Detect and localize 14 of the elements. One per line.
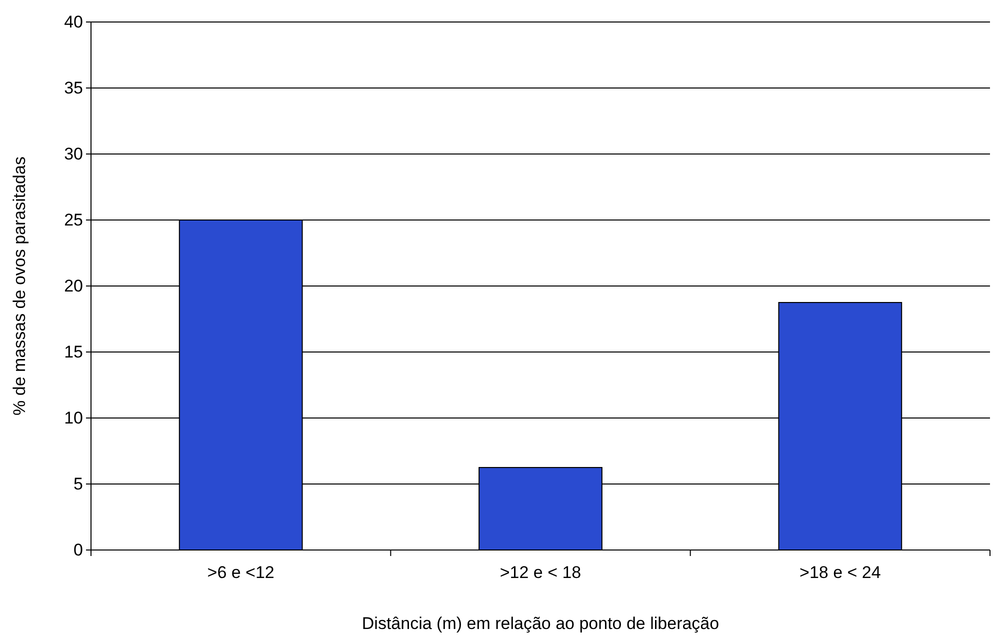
y-tick-label: 5 — [74, 474, 83, 494]
x-tick-label: >6 e <12 — [207, 563, 274, 582]
x-tick-label: >12 e < 18 — [500, 563, 582, 582]
y-tick-label: 10 — [64, 408, 83, 428]
x-tick-label: >18 e < 24 — [800, 563, 881, 582]
y-tick-label: 25 — [64, 210, 83, 230]
y-tick-label: 30 — [64, 144, 83, 164]
y-tick-label: 0 — [74, 540, 83, 560]
x-axis-title: Distância (m) em relação ao ponto de liberação — [362, 614, 720, 633]
y-tick-label: 35 — [64, 78, 83, 98]
y-tick-label: 15 — [64, 342, 83, 362]
y-tick-label: 20 — [64, 276, 83, 296]
y-axis-title: % de massas de ovos parasitadas — [10, 156, 29, 416]
y-tick-label: 40 — [64, 12, 83, 32]
